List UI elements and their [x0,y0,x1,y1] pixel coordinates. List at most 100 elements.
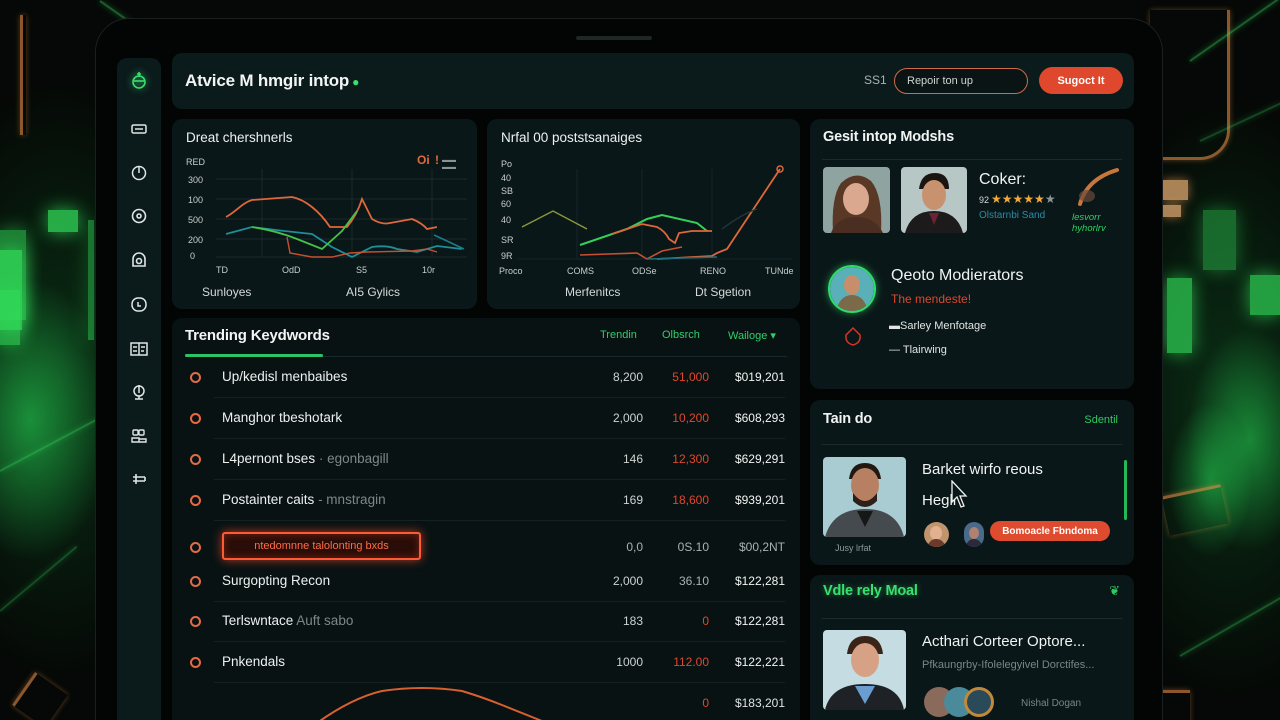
legend-swatch-icon: ▬▬ ▬▬ [442,157,456,171]
row-divider [214,601,785,602]
keyword-name: Surgopting Recon [222,573,331,588]
search-value: 18,600 [672,493,709,507]
model-photo-1[interactable] [823,167,890,233]
featured-person-photo[interactable] [823,630,906,710]
keyword-name: Pnkendals [222,654,286,669]
globe-pin-icon[interactable] [129,382,149,402]
svg-text:40: 40 [501,173,511,183]
todo-item-sub: Hegli [922,492,957,509]
price-value: $122,281 [734,614,785,628]
plant-icon[interactable] [129,70,149,90]
featured-panel: Vdle rely Moal ❦ Acthari Corteer Optore.… [810,575,1134,720]
trend-value: 2,000 [612,411,643,425]
status-ring-icon [190,372,201,383]
chart-card-2: Nrfal 00 poststsanaiges Po 40 SB 60 40 S… [487,119,800,309]
table-row[interactable]: L4pernont bses · egonbagill 146 12,300 $… [172,440,800,480]
table-row[interactable]: Terlswntace Auft sabo 183 0 $122,281 [172,602,800,642]
svg-text:Proco: Proco [499,266,523,276]
svg-text:0: 0 [190,251,195,261]
author-avatar[interactable] [964,687,994,717]
svg-text:ODSe: ODSe [632,266,657,276]
export-icon[interactable] [129,469,149,489]
price-value: $183,201 [734,696,785,710]
participant-avatar[interactable] [924,522,949,547]
chevron-down-icon: ▾ [770,330,776,342]
header-divider [185,356,787,357]
rating-stars: 92 ★★★★★★ [979,192,1056,206]
camera-icon[interactable] [129,250,149,270]
leaf-icon[interactable]: ❦ [1109,583,1120,598]
brush-stroke-decoration [1078,168,1119,206]
table-row[interactable]: Postainter caits - mnstragin 169 18,600 … [172,481,800,521]
table-row[interactable]: Surgopting Recon 2,000 36.10 $122,281 [172,562,800,602]
person-caption: Jusy lrfat [835,543,872,553]
grid-icon[interactable] [129,339,149,359]
panel-title: Gesit intop Modshs [823,129,954,145]
chart-footer-right: Dt Sgetion [695,285,752,299]
price-value: $629,291 [734,452,785,466]
featured-item-title[interactable]: Acthari Corteer Optore... [922,633,1086,650]
moderator-avatar[interactable] [828,265,876,313]
trend-value: 8,200 [612,370,643,384]
row-divider [214,438,785,439]
panel-divider [822,159,1122,160]
table-row-highlighted[interactable]: ntedomnne talolonting bxds 0,0 0S.10 $00… [172,528,800,568]
monitor-icon[interactable] [129,119,149,139]
panel-title: Tain do [823,411,873,427]
row-divider [214,520,785,521]
row-divider [214,397,785,398]
svg-text:300: 300 [188,175,203,185]
search-value: 0S.10 [677,540,709,554]
chart-title: Nrfal 00 poststsanaiges [501,130,643,145]
moderator-role: The mendeste! [891,292,972,306]
table-row[interactable]: Up/kedisl menbaibes 8,200 51,000 $019,20… [172,358,800,398]
power-icon[interactable] [129,162,149,182]
status-ring-icon [190,542,201,553]
line-chart-2: Po 40 SB 60 40 SR 9R Proco COMS ODSe REN… [499,159,794,276]
svg-text:SB: SB [501,186,513,196]
svg-text:S5: S5 [356,265,367,275]
price-value: $00,2NT [738,540,785,554]
header-code-label: SS1 [864,73,887,87]
search-value: 0 [702,614,709,628]
search-input[interactable] [894,68,1028,94]
legend-label[interactable]: Oi [417,153,430,167]
keyword-name: L4pernont bses · egonbagill [222,451,389,466]
status-ring-icon [190,495,201,506]
status-ring-icon [190,576,201,587]
table-row[interactable]: 0 $183,201 [172,684,800,720]
title-dot-icon: ● [352,75,360,89]
clock-icon[interactable] [129,294,149,314]
column-header-trending[interactable]: Trendin [600,329,637,341]
svg-text:COMS: COMS [567,266,594,276]
model-photo-2[interactable] [901,167,967,233]
highlighted-keyword-tag[interactable]: ntedomnne talolonting bxds [222,532,421,560]
featured-item-sub: Pfkaungrby-Ifolelegyivel Dorctifes... [922,659,1095,671]
suggest-button[interactable]: Sugoct It [1039,67,1123,94]
todo-person-photo[interactable] [823,457,906,537]
search-value: 12,300 [672,452,709,466]
target-icon[interactable] [129,206,149,226]
header-bar: Atvice M hmgir intop● SS1 Sugoct It [172,53,1134,109]
price-value: $939,201 [734,493,785,507]
column-header-value[interactable]: Wailoge ▾ [728,330,776,342]
svg-text:RENO: RENO [700,266,726,276]
keyword-name: Postainter caits - mnstragin [222,492,386,507]
participant-avatar[interactable] [964,522,984,547]
tab-underline [185,354,323,357]
moderator-item: — Tlairwing [889,344,947,356]
featured-model-link[interactable]: Olstarnbi Sand [979,210,1046,221]
side-note: lesvorr hyhorlrv [1072,212,1106,234]
device-notch [576,36,652,40]
scrollbar[interactable] [1124,460,1127,520]
table-row[interactable]: Pnkendals 1000 112.00 $122,221 [172,643,800,683]
todo-action-button[interactable]: Bomoacle Fbndoma [990,521,1110,541]
status-ring-icon [190,657,201,668]
table-row[interactable]: Manghor tbeshotark 2,000 10,200 $608,293 [172,399,800,439]
users-icon[interactable] [129,426,149,446]
svg-text:200: 200 [188,235,203,245]
todo-action-link[interactable]: Sdentil [1084,414,1118,426]
price-value: $019,201 [734,370,785,384]
column-header-search[interactable]: Olbsrch [662,329,700,341]
star-empty-icon: ★ [1044,192,1056,206]
